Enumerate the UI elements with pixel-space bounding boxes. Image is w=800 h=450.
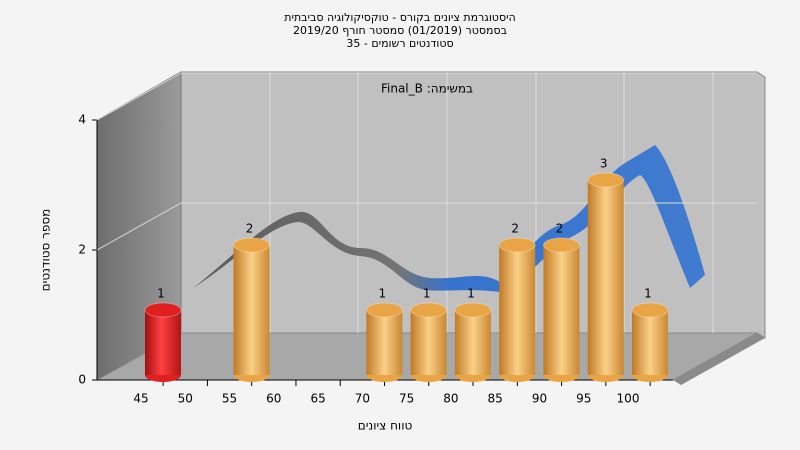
data-label: 1 <box>467 287 475 301</box>
bar-top <box>587 172 625 188</box>
bar-top <box>410 302 448 318</box>
data-label: 2 <box>556 222 564 236</box>
bar <box>410 310 447 375</box>
x-tick-label: 70 <box>355 392 370 406</box>
x-tick-label: 85 <box>488 392 503 406</box>
chart-title: בסמסטר (01/2019) סמסטר חורף 2019/20 <box>293 24 507 37</box>
bar <box>632 310 668 375</box>
grid-line <box>96 202 182 251</box>
chart-title: היסטוגרמת ציונים בקורס - טוקסיקולוגיה סב… <box>284 11 515 24</box>
floor-edge <box>673 333 765 385</box>
x-tick-label: 80 <box>443 392 458 406</box>
data-label: 1 <box>644 287 652 301</box>
bar-top <box>542 237 580 253</box>
bar <box>499 245 536 375</box>
bar <box>233 245 270 375</box>
y-tick-label: 0 <box>78 373 86 387</box>
grid-line <box>96 72 182 121</box>
y-tick-label: 4 <box>78 113 86 127</box>
x-tick-label: 45 <box>133 392 148 406</box>
bar-top <box>631 302 669 318</box>
bar <box>145 310 181 375</box>
y-tick-label: 2 <box>78 243 86 257</box>
x-tick-label: 60 <box>266 392 281 406</box>
chart-title: סטודנטים רשומים - 35 <box>346 37 453 50</box>
data-label: 3 <box>600 157 608 171</box>
trend-ribbon <box>193 145 705 292</box>
data-label: 2 <box>246 222 254 236</box>
data-label: 1 <box>379 287 387 301</box>
x-tick-label: 95 <box>576 392 591 406</box>
bar-top <box>365 302 403 318</box>
x-tick-label: 100 <box>617 392 640 406</box>
x-tick-label: 50 <box>178 392 193 406</box>
data-label: 2 <box>511 222 519 236</box>
data-label: 1 <box>157 287 165 301</box>
bar <box>366 310 403 375</box>
x-tick-label: 90 <box>532 392 547 406</box>
bar-top <box>454 302 492 318</box>
x-tick-label: 65 <box>310 392 325 406</box>
x-tick-label: 55 <box>222 392 237 406</box>
x-axis-label: טווח ציונים <box>358 419 413 433</box>
data-label: 1 <box>423 287 431 301</box>
subtitle: במשימה: Final_B <box>381 82 473 96</box>
bar <box>543 245 580 375</box>
bar <box>587 180 624 375</box>
bar <box>454 310 491 375</box>
x-tick-label: 75 <box>399 392 414 406</box>
y-axis-label: מספר סטודנטים <box>39 209 53 292</box>
bar-top <box>233 237 271 253</box>
bar-top <box>498 237 536 253</box>
bar-top <box>144 302 182 318</box>
